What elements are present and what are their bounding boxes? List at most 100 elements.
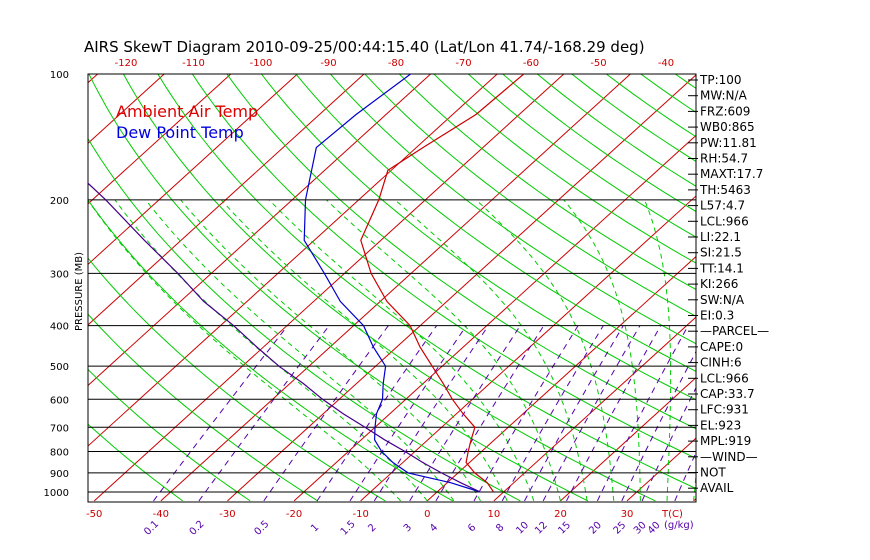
mixing-ratio-tick-label: 10: [514, 520, 531, 537]
dry-adiabat-line: [157, 74, 696, 490]
moist-adiabat-line: [325, 199, 561, 502]
mixing-ratio-unit-label: (g/kg): [664, 520, 694, 531]
isotherm-line: [88, 74, 298, 266]
isotherm-line: [160, 74, 631, 502]
mixing-ratio-tick-label: 40: [646, 520, 663, 537]
dry-adiabat-line: [88, 137, 521, 502]
mixing-ratio-line: [596, 325, 689, 502]
dry-adiabat-line: [88, 74, 589, 502]
isotherm-line: [88, 74, 431, 387]
dry-adiabat-line: [226, 74, 696, 430]
stability-index-item: CAPE:0: [700, 340, 743, 354]
mixing-ratio-line: [566, 325, 662, 502]
top-temp-tick-label: -40: [658, 58, 674, 69]
bottom-temp-tick-label: -40: [153, 509, 169, 520]
top-temp-tick-label: -110: [182, 58, 205, 69]
stability-index-item: LI:22.1: [700, 230, 741, 244]
bottom-temp-tick-label: -20: [286, 509, 302, 520]
pressure-tick-labels: 100 200 300 400 500 600 700 800 900 1000: [44, 70, 69, 499]
mixing-ratio-tick-label: 15: [556, 520, 573, 537]
mixing-ratio-line: [409, 325, 521, 502]
mixing-ratio-tick-label: 12: [533, 520, 550, 537]
isotherm-line: [88, 74, 232, 205]
moist-adiabat-line: [644, 199, 672, 501]
dry-adiabat-line: [261, 74, 696, 401]
dry-adiabat-line: [295, 74, 696, 373]
isotherm-line: [426, 255, 696, 502]
mixing-ratio-lines: [153, 325, 696, 502]
stability-index-item: LCL:966: [700, 371, 749, 385]
top-temp-tick-label: -80: [388, 58, 404, 69]
top-temp-tick-label: -60: [523, 58, 539, 69]
mixing-ratio-tick-label: 2: [366, 522, 378, 534]
mixing-ratio-tick-label: 3: [402, 522, 414, 534]
stability-index-item: FRZ:609: [700, 104, 750, 118]
stability-index-item: SI:21.5: [700, 246, 742, 260]
top-temp-tick-label: -120: [115, 58, 138, 69]
mixing-ratio-line: [501, 325, 604, 502]
dry-adiabat-line: [122, 74, 656, 502]
pressure-tick-label: 700: [50, 423, 69, 434]
stability-index-item: —PARCEL—: [700, 324, 769, 338]
pressure-tick-label: 200: [50, 196, 69, 207]
profile-ambient-air-temp: [360, 74, 525, 493]
bottom-temp-tick-label: 30: [621, 509, 634, 520]
top-temp-tick-label: -100: [250, 58, 273, 69]
mixing-ratio-tick-label: 0.1: [142, 519, 161, 538]
legend-ambient-air-temp: Ambient Air Temp: [116, 102, 258, 121]
moist-adiabat-line: [268, 199, 535, 502]
stability-index-item: KI:266: [700, 277, 738, 291]
isotherm-line: [0, 74, 31, 501]
dry-adiabat-line: [433, 74, 696, 264]
profile-lines: [88, 74, 525, 493]
bottom-temp-tick-labels: -50 -40 -30 -20 -10 0 10 20 30: [86, 509, 633, 520]
mixing-ratio-line: [349, 325, 467, 502]
pressure-tick-label: 400: [50, 322, 69, 333]
stability-index-item: WB0:865: [700, 120, 755, 134]
isotherm-line: [88, 74, 498, 447]
plot-frame: [87, 73, 697, 503]
mixing-ratio-tick-label: 0.5: [253, 519, 272, 538]
isotherm-line: [293, 134, 696, 502]
dry-adiabat-line: [191, 74, 696, 459]
mixing-ratio-tick-label: 0.2: [188, 519, 207, 538]
stability-index-item: —WIND—: [700, 450, 758, 464]
mixing-ratio-line: [198, 325, 330, 502]
stability-index-item: CINH:6: [700, 356, 742, 370]
moist-adiabat-line: [563, 199, 641, 501]
mixing-ratio-tick-label: 4: [428, 522, 440, 534]
moist-adiabat-line: [180, 199, 481, 502]
isotherm-line: [560, 376, 696, 502]
mixing-ratio-line: [473, 325, 579, 502]
top-temp-tick-label: -50: [590, 58, 606, 69]
stability-index-item: EI:0.3: [700, 309, 734, 323]
mixing-ratio-line: [524, 325, 624, 502]
isotherm-line: [227, 74, 696, 502]
isotherm-line: [760, 74, 870, 501]
mixing-ratio-line: [263, 325, 389, 502]
mixing-ratio-tick-label: 20: [587, 520, 604, 537]
dry-adiabat-line: [88, 199, 454, 502]
dry-adiabat-line: [467, 74, 696, 238]
bottom-temp-tick-label: -30: [219, 509, 235, 520]
bottom-temp-tick-label: 0: [424, 509, 430, 520]
dry-adiabat-line: [502, 74, 696, 213]
stability-index-item: TT:14.1: [699, 261, 744, 275]
pressure-tick-label: 300: [50, 269, 69, 280]
legend-dew-point-temp: Dew Point Temp: [116, 123, 244, 142]
grid-lines: [0, 74, 870, 502]
dry-adiabat-line: [571, 74, 696, 162]
moist-adiabat-line: [220, 199, 508, 502]
bottom-temp-tick-label: -10: [352, 509, 368, 520]
mixing-ratio-tick-label: 8: [494, 522, 506, 534]
bottom-temp-tick-label: -50: [86, 509, 102, 520]
mixing-ratio-line: [153, 325, 288, 502]
stability-index-item: RH:54.7: [700, 152, 748, 166]
bottom-temp-tick-label: 10: [487, 509, 500, 520]
dry-adiabat-lines: [88, 74, 696, 502]
dry-adiabat-line: [364, 74, 696, 317]
stability-index-item: NOT: [700, 466, 726, 480]
stability-index-item: L57:4.7: [700, 199, 745, 213]
isotherm-line: [493, 316, 696, 502]
